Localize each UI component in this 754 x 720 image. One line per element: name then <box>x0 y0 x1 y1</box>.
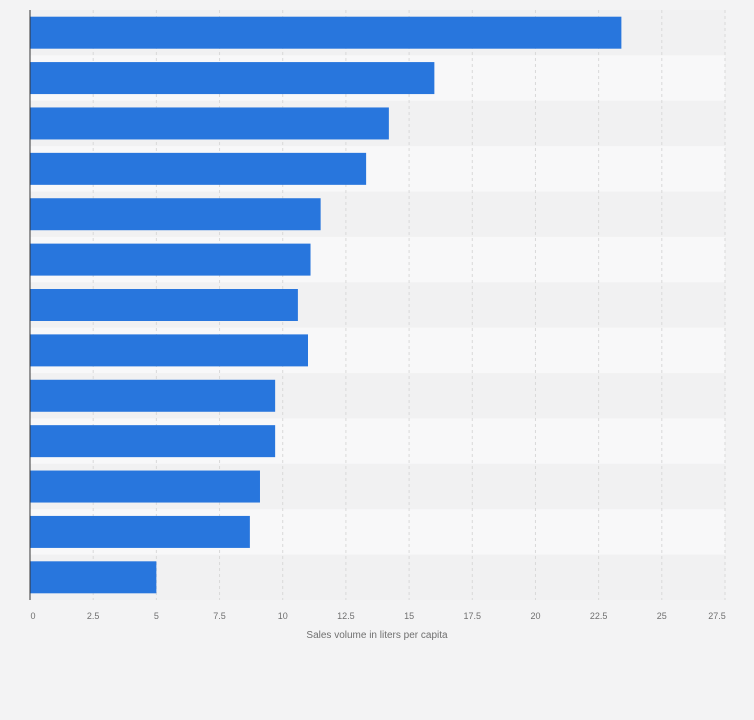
x-tick-label: 10 <box>278 611 288 621</box>
bar[interactable] <box>30 334 308 367</box>
x-tick-label: 22.5 <box>590 611 608 621</box>
bar[interactable] <box>30 515 250 548</box>
x-tick-label: 12.5 <box>337 611 355 621</box>
x-tick-label: 15 <box>404 611 414 621</box>
bars <box>30 16 622 594</box>
bar[interactable] <box>30 62 435 95</box>
x-axis-title: Sales volume in liters per capita <box>306 630 448 641</box>
bar[interactable] <box>30 243 311 276</box>
x-axis-ticks: 0 2.5 5 7.5 10 12.5 15 17.5 20 22.5 25 27.5 <box>30 611 725 621</box>
bar[interactable] <box>30 561 157 594</box>
bar[interactable] <box>30 470 260 503</box>
bar[interactable] <box>30 425 276 458</box>
x-tick-label: 2.5 <box>87 611 100 621</box>
bar[interactable] <box>30 107 389 140</box>
x-tick-label: 27.5 <box>708 611 726 621</box>
bar[interactable] <box>30 198 321 231</box>
bar[interactable] <box>30 379 276 412</box>
x-tick-label: 17.5 <box>464 611 482 621</box>
x-tick-label: 0 <box>30 611 35 621</box>
x-tick-label: 5 <box>154 611 159 621</box>
x-tick-label: 20 <box>530 611 540 621</box>
x-tick-label: 7.5 <box>213 611 226 621</box>
bar[interactable] <box>30 289 298 321</box>
x-tick-label: 25 <box>657 611 667 621</box>
bar[interactable] <box>30 16 622 49</box>
bar[interactable] <box>30 152 367 185</box>
